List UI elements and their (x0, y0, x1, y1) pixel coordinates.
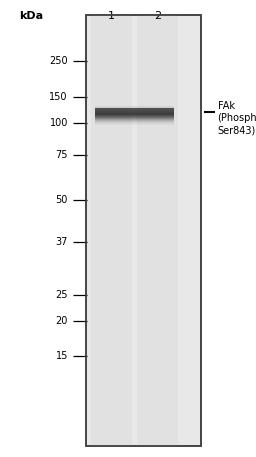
Bar (95, 111, 174, 112)
Text: 1: 1 (108, 11, 115, 21)
Text: 150: 150 (49, 92, 68, 102)
Bar (95, 109, 174, 110)
Bar (95, 118, 174, 119)
Bar (95, 110, 174, 111)
Bar (95, 113, 174, 115)
Text: 2: 2 (154, 11, 161, 21)
Bar (95, 115, 174, 116)
Bar (95, 108, 174, 109)
Bar (95, 124, 174, 125)
Bar (95, 106, 174, 107)
Text: 50: 50 (56, 195, 68, 205)
Text: 25: 25 (55, 290, 68, 300)
Text: 75: 75 (55, 150, 68, 159)
Bar (95, 119, 174, 120)
Bar (95, 121, 174, 122)
Bar (95, 107, 174, 108)
Bar (95, 120, 174, 121)
Text: 20: 20 (56, 316, 68, 326)
Bar (95, 112, 174, 113)
Bar (91, 15, 132, 446)
Bar (86, 15, 201, 446)
Bar (95, 123, 174, 124)
Text: 15: 15 (56, 351, 68, 361)
Bar (86, 15, 201, 446)
Text: 37: 37 (56, 237, 68, 247)
Text: 250: 250 (49, 56, 68, 66)
Bar (95, 122, 174, 123)
Bar (137, 15, 178, 446)
Text: FAk
(Phospho-
Ser843): FAk (Phospho- Ser843) (218, 101, 256, 136)
Text: kDa: kDa (19, 11, 43, 21)
Bar (95, 116, 174, 117)
Bar (95, 117, 174, 118)
Bar (95, 108, 174, 116)
Text: 100: 100 (49, 118, 68, 128)
